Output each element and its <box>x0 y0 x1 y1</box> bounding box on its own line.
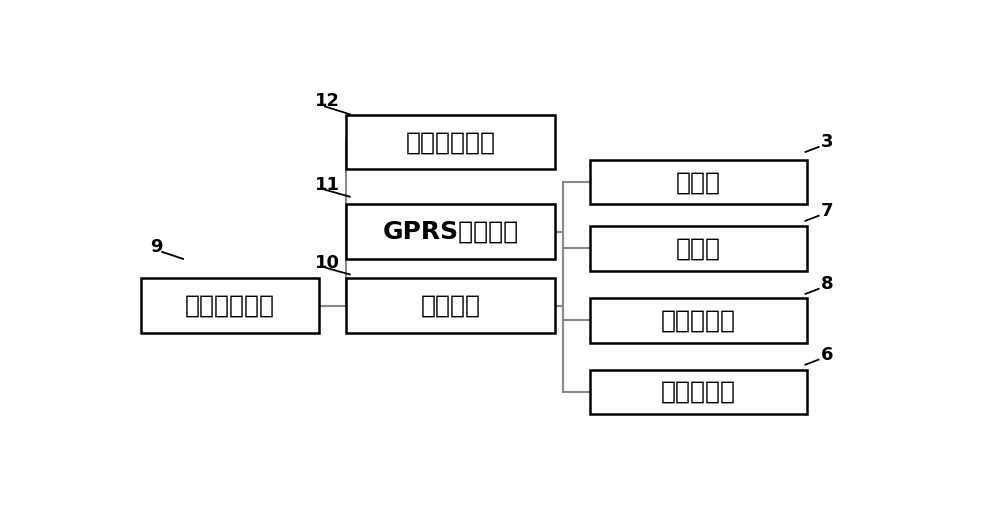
Text: GPRS通讯模块: GPRS通讯模块 <box>382 220 519 244</box>
Text: 8: 8 <box>821 275 834 293</box>
Text: 远端控制中心: 远端控制中心 <box>406 130 496 154</box>
Bar <box>140 278 319 333</box>
Text: 3: 3 <box>821 133 833 151</box>
Text: 环境监控模块: 环境监控模块 <box>185 293 275 318</box>
Text: 换气控制阀: 换气控制阀 <box>661 308 736 332</box>
Bar <box>346 115 555 170</box>
Bar <box>590 226 807 271</box>
Bar <box>590 160 807 205</box>
Text: 6: 6 <box>821 346 833 364</box>
Text: 供氧泵: 供氧泵 <box>676 236 721 260</box>
Text: 9: 9 <box>150 238 162 256</box>
Bar <box>346 205 555 259</box>
Bar <box>590 298 807 342</box>
Text: 10: 10 <box>315 254 340 272</box>
Text: 警报灯: 警报灯 <box>676 170 721 194</box>
Text: 主控制器: 主控制器 <box>420 293 480 318</box>
Text: 11: 11 <box>315 176 340 194</box>
Text: 供氧电磁阀: 供氧电磁阀 <box>661 380 736 404</box>
Bar <box>590 370 807 415</box>
Bar <box>346 278 555 333</box>
Text: 12: 12 <box>315 92 340 111</box>
Text: 7: 7 <box>821 202 833 220</box>
